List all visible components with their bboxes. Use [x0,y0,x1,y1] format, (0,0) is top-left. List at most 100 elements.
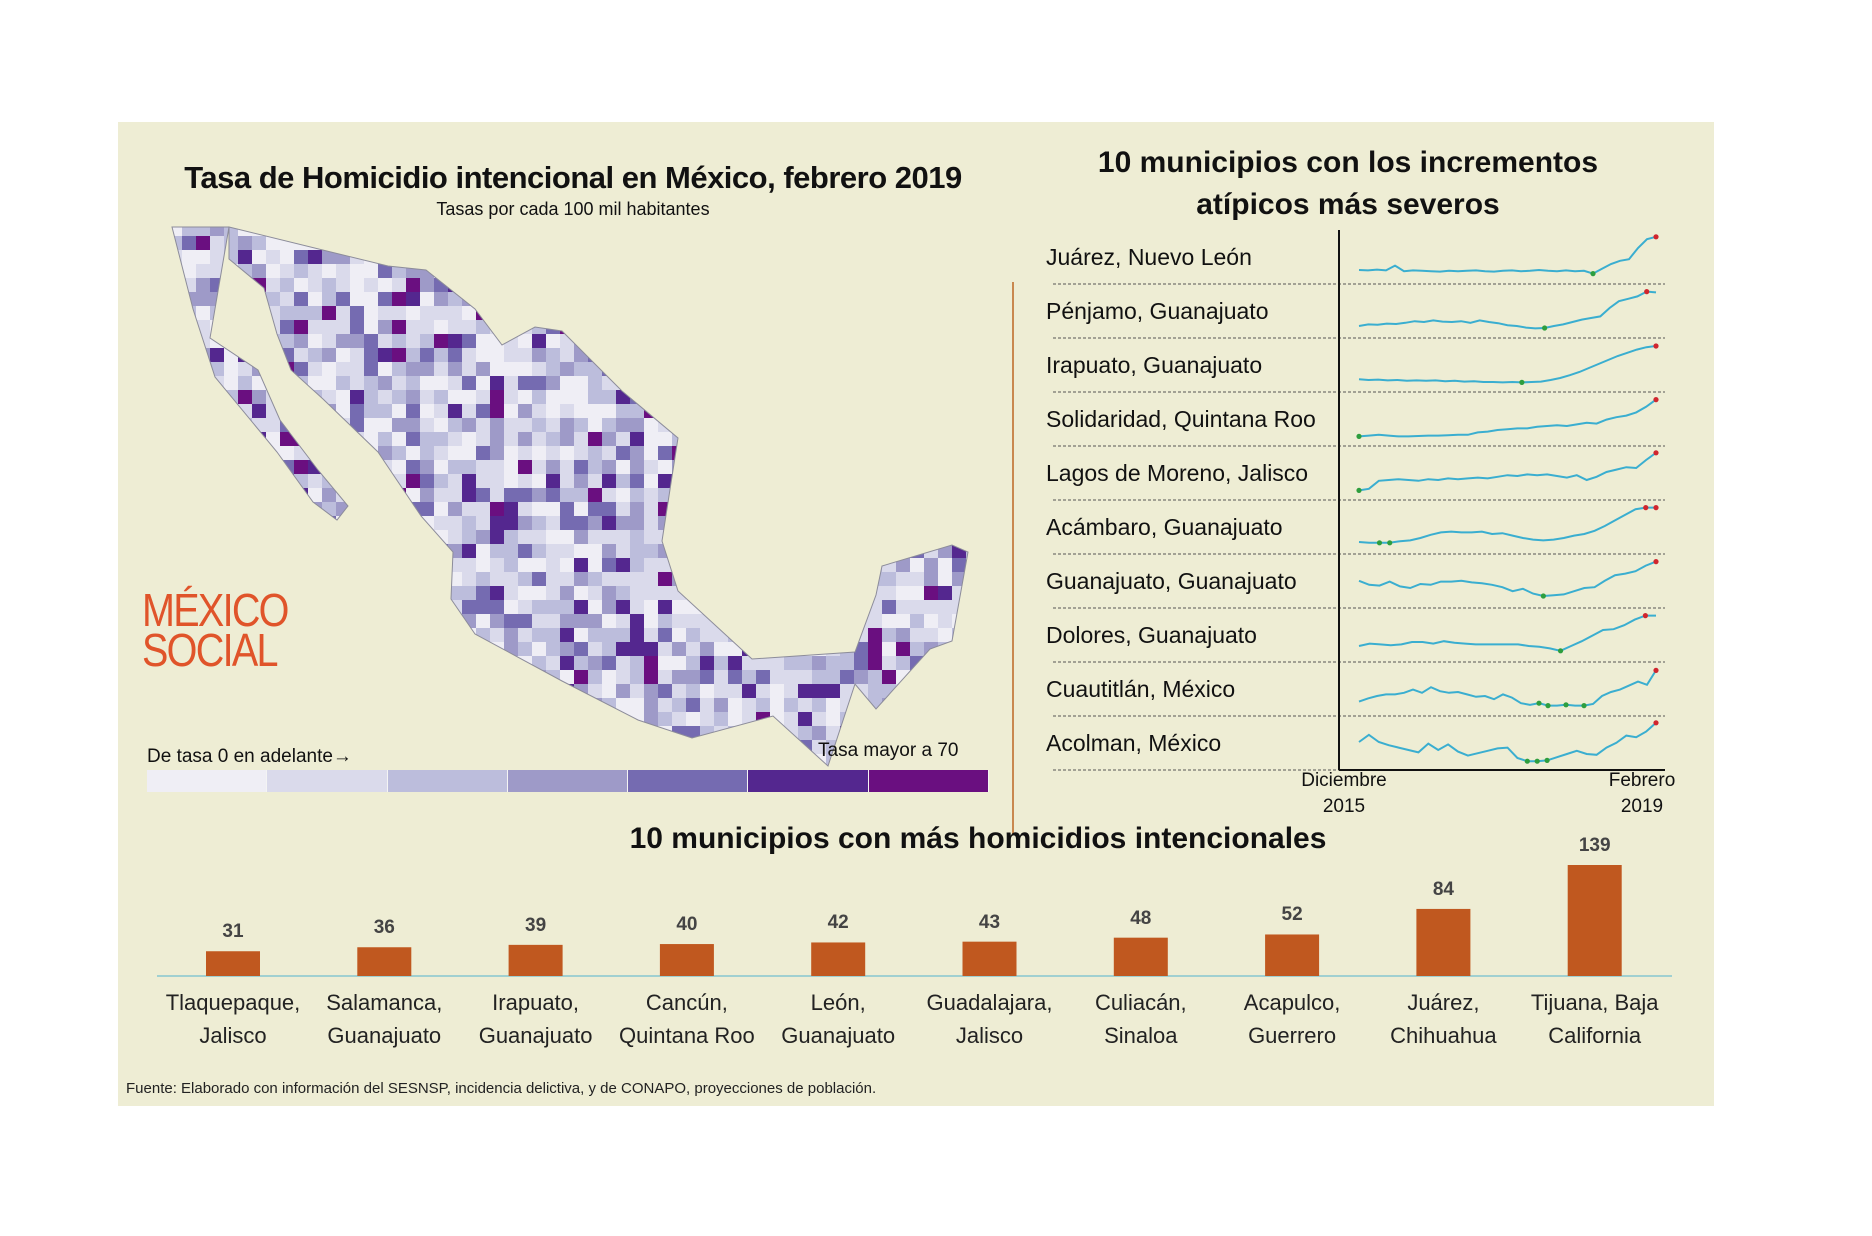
map-region [588,516,602,530]
map-region [364,362,378,376]
map-region [714,656,728,670]
legend-swatch [267,770,388,792]
map-region [462,404,476,418]
map-region [854,670,868,684]
map-region [588,656,602,670]
bar-value-label: 31 [222,921,244,943]
high-point-marker [1644,289,1650,295]
map-region [630,600,644,614]
map-region [504,488,518,502]
map-region [308,362,322,376]
map-region [798,698,812,712]
bar [1416,908,1471,976]
map-region [560,488,574,502]
map-region [420,418,434,432]
x-end-line2: 2019 [1620,796,1664,817]
legend-low-label: De tasa 0 en adelante→ [147,746,352,767]
map-region [630,418,644,432]
low-point-marker [1563,702,1569,708]
high-point-marker [1642,613,1648,619]
map-region [630,684,644,698]
map-region [574,418,588,432]
map-region [224,376,238,390]
map-region [490,502,504,516]
map-region [644,670,658,684]
sparkline [1358,398,1657,438]
map-region [616,502,630,516]
map-region [392,460,406,474]
map-region [406,362,420,376]
map-region [434,390,448,404]
map-region [518,348,532,362]
high-point-marker [1653,505,1659,511]
color-legend [147,770,989,792]
map-region [728,656,742,670]
sparkline [1358,560,1657,598]
map-region [560,558,574,572]
bar-chart [157,865,1672,977]
map-region [462,516,476,530]
map-region [672,712,686,726]
sparkline [1358,451,1657,492]
map-region [294,320,308,334]
category-label-line: Guadalajara, [926,990,1053,1015]
map-region [938,628,952,642]
map-region [560,460,574,474]
map-region [308,334,322,348]
sparkline [1358,235,1657,275]
map-region [546,558,560,572]
map-region [798,656,812,670]
bar [508,944,563,976]
map-region [574,432,588,446]
map-region [490,572,504,586]
map-region [406,292,420,306]
category-label-line: Jalisco [199,1023,267,1048]
sparkline-row-label: Solidaridad, Quintana Roo [1046,406,1316,432]
map-region [588,670,602,684]
map-region [504,376,518,390]
map-region [714,712,728,726]
map-outline [171,226,969,767]
map-region [574,656,588,670]
high-point-marker [1653,343,1659,349]
low-point-marker [1524,758,1530,764]
sparkline-row-label: Irapuato, Guanajuato [1046,352,1263,378]
map-region [336,292,350,306]
map-region [322,292,336,306]
map-region [896,656,910,670]
low-point-marker [1557,648,1564,654]
map-region [546,502,560,516]
map-region [448,320,462,334]
map-region [336,376,350,390]
bar [1113,937,1168,976]
category-label-line: Guerrero [1248,1023,1337,1048]
category-label-line: Acapulco, [1243,990,1341,1015]
map-region [868,656,882,670]
map-region [952,558,966,572]
map-region [616,404,630,418]
map-region [742,698,756,712]
map-region [756,698,770,712]
low-point-marker [1519,379,1525,385]
map-region [896,642,910,656]
map-region [280,250,294,264]
bar-value-label: 40 [676,914,698,936]
map-region [504,558,518,572]
legend-swatch [868,770,989,792]
map-region [350,334,364,348]
map-region [476,390,490,404]
map-region [448,334,462,348]
map-region [518,404,532,418]
map-region [532,516,546,530]
map-region [252,236,266,250]
map-region [308,320,322,334]
high-point-marker [1643,505,1649,511]
map-region [252,250,266,264]
map-region [490,628,504,642]
map-region [420,320,434,334]
high-point-marker [1653,450,1659,456]
map-region [560,670,574,684]
map-region [714,670,728,684]
category-label-line: León, [810,990,866,1015]
sparkline [1358,722,1657,763]
